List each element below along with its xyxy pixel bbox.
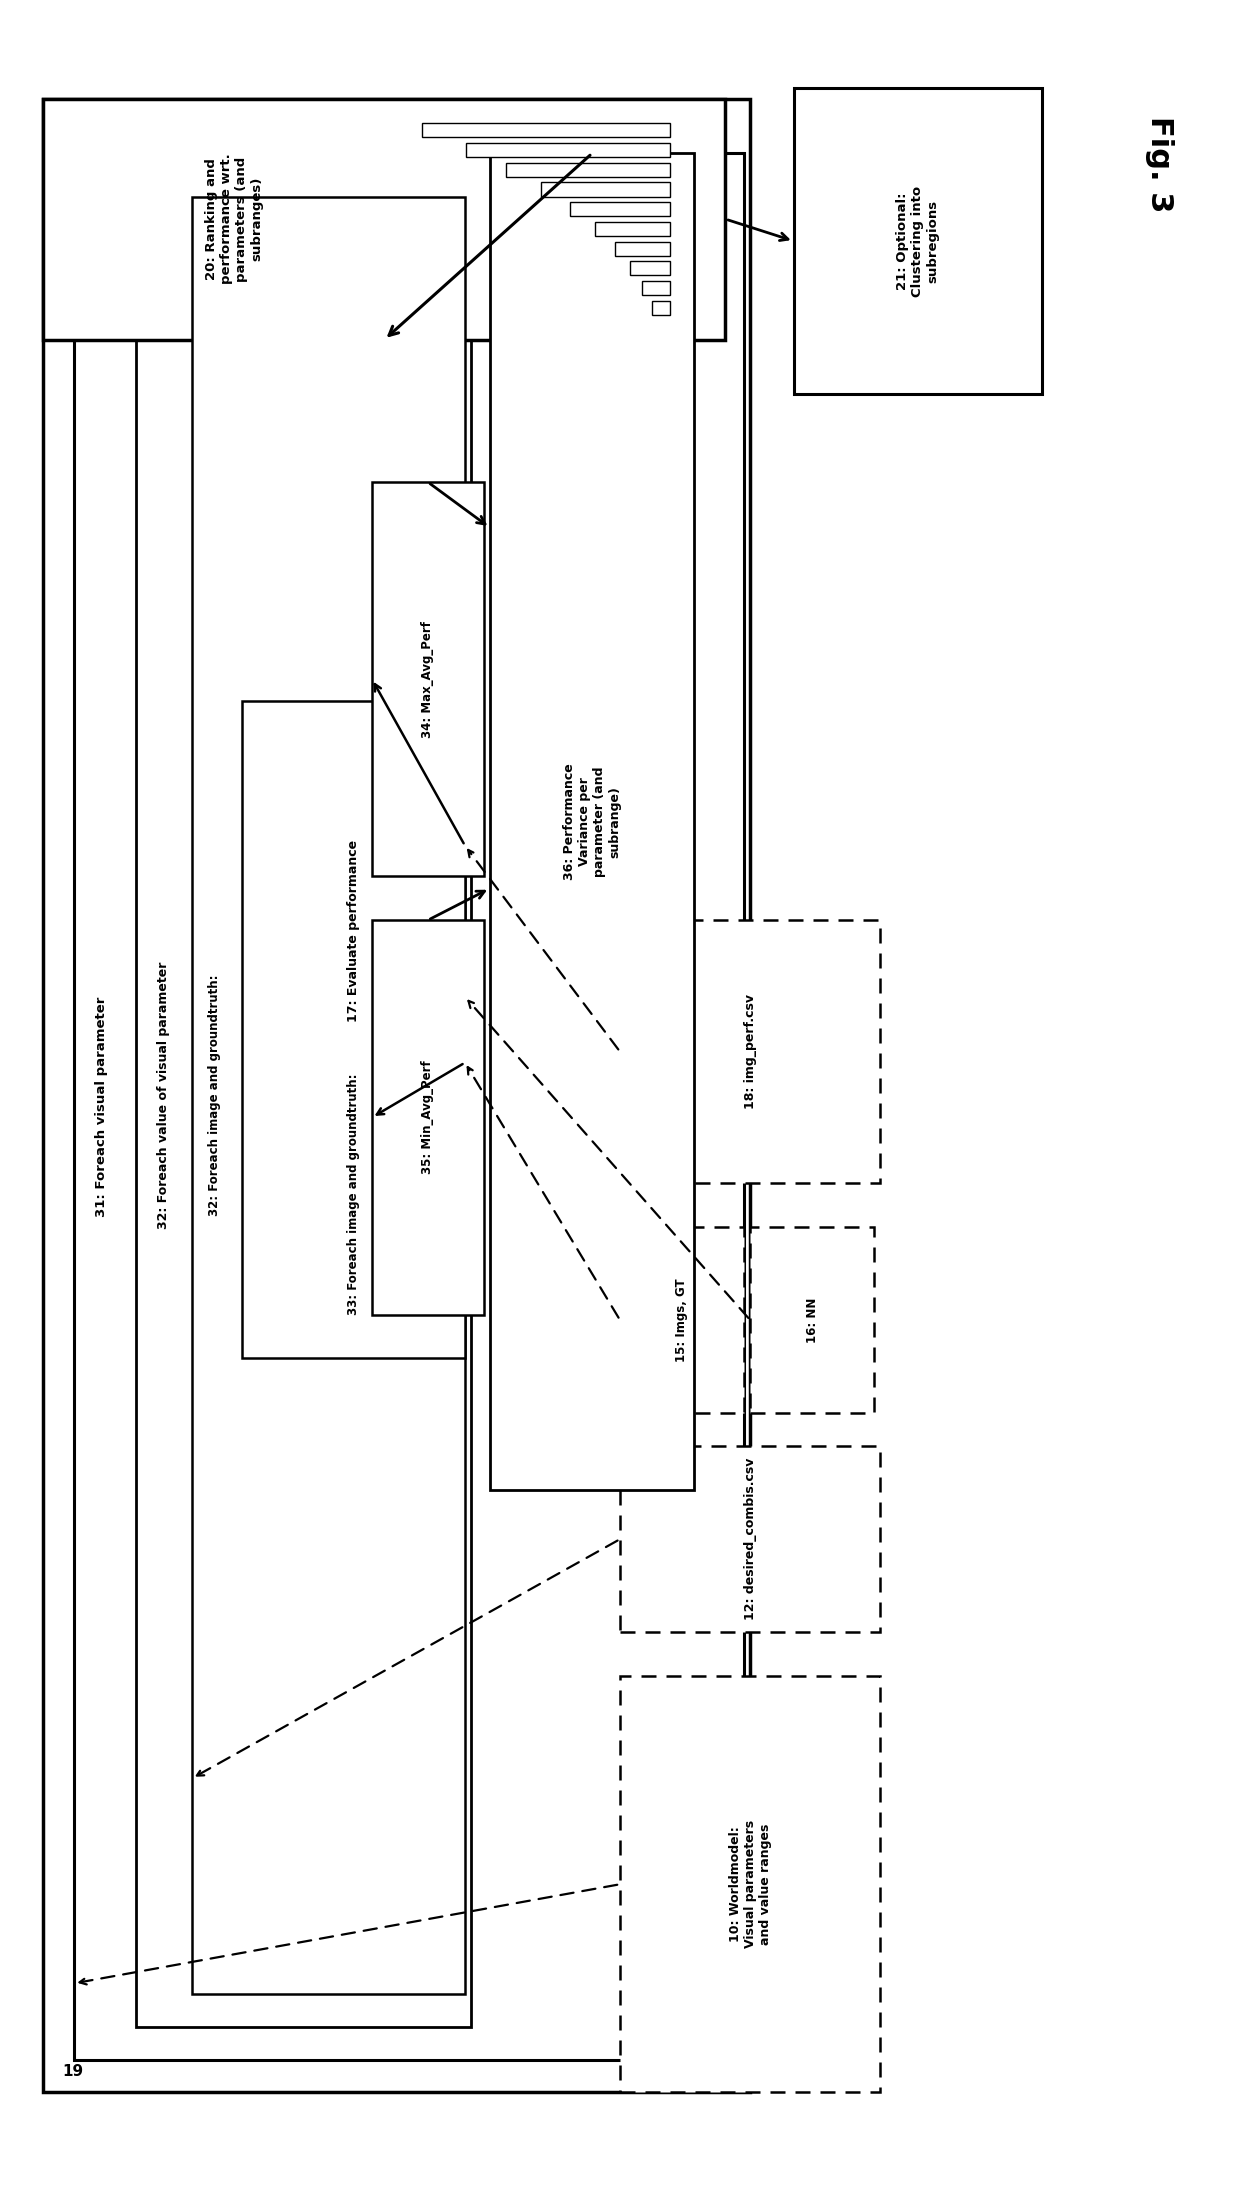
Text: 32: Foreach image and groundtruth:: 32: Foreach image and groundtruth: xyxy=(208,975,221,1216)
Text: Fig. 3: Fig. 3 xyxy=(1145,116,1174,213)
FancyBboxPatch shape xyxy=(620,1446,880,1632)
Text: 31: Foreach visual parameter: 31: Foreach visual parameter xyxy=(95,997,108,1216)
Text: 36: Performance
Variance per
parameter (and
subrange): 36: Performance Variance per parameter (… xyxy=(563,762,621,881)
FancyBboxPatch shape xyxy=(372,920,484,1315)
Text: 21: Optional:
Clustering into
subregions: 21: Optional: Clustering into subregions xyxy=(897,186,939,296)
FancyBboxPatch shape xyxy=(490,153,694,1490)
Bar xyxy=(595,221,670,237)
FancyBboxPatch shape xyxy=(192,197,465,1994)
Bar xyxy=(642,280,670,296)
Bar xyxy=(630,261,670,276)
FancyBboxPatch shape xyxy=(136,164,471,2027)
Bar xyxy=(422,123,670,138)
Bar xyxy=(506,162,670,177)
Bar xyxy=(615,241,670,256)
FancyBboxPatch shape xyxy=(620,1676,880,2092)
FancyBboxPatch shape xyxy=(242,701,465,1358)
Text: 12: desired_combis.csv: 12: desired_combis.csv xyxy=(744,1457,756,1621)
Text: 20: Ranking and
performance wrt.
parameters (and
subranges): 20: Ranking and performance wrt. paramet… xyxy=(206,153,263,285)
FancyBboxPatch shape xyxy=(794,88,1042,394)
FancyBboxPatch shape xyxy=(620,920,880,1183)
Text: 19: 19 xyxy=(62,2064,83,2079)
FancyBboxPatch shape xyxy=(43,99,725,340)
FancyBboxPatch shape xyxy=(74,153,744,2060)
Text: 32: Foreach value of visual parameter: 32: Foreach value of visual parameter xyxy=(157,962,170,1229)
Text: 15: Imgs, GT: 15: Imgs, GT xyxy=(676,1277,688,1363)
Text: 10: Worldmodel:
Visual parameters
and value ranges: 10: Worldmodel: Visual parameters and va… xyxy=(729,1821,771,1948)
Text: 17: Evaluate performance: 17: Evaluate performance xyxy=(347,839,360,1023)
Text: 18: img_perf.csv: 18: img_perf.csv xyxy=(744,995,756,1109)
FancyBboxPatch shape xyxy=(620,1227,744,1413)
Text: 35: Min_Avg_Perf: 35: Min_Avg_Perf xyxy=(422,1060,434,1174)
Text: 33: Foreach image and groundtruth:: 33: Foreach image and groundtruth: xyxy=(347,1074,360,1315)
Bar xyxy=(652,300,670,316)
FancyBboxPatch shape xyxy=(43,99,750,2092)
Bar xyxy=(541,182,670,197)
Text: 34: Max_Avg_Perf: 34: Max_Avg_Perf xyxy=(422,620,434,738)
Bar xyxy=(570,202,670,217)
Text: 16: NN: 16: NN xyxy=(806,1297,818,1343)
FancyBboxPatch shape xyxy=(750,1227,874,1413)
Bar xyxy=(466,142,670,158)
FancyBboxPatch shape xyxy=(372,482,484,876)
